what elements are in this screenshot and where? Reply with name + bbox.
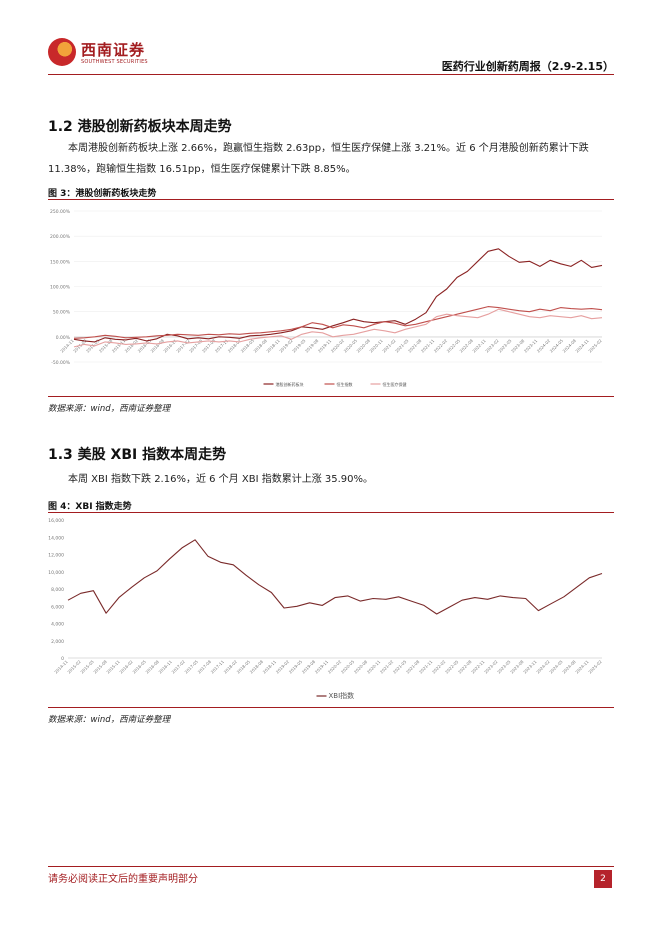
paragraph-text: 本周 XBI 指数下跌 2.16%，近 6 个月 XBI 指数累计上涨 35.9…: [68, 474, 374, 485]
logo-chinese-name: 西南证券: [81, 41, 146, 59]
series-line-0: [73, 248, 603, 343]
y-tick-label: 150.00%: [50, 259, 71, 265]
hk-innovative-drug-chart: 250.00% 200.00% 150.00% 100.00% 50.00% 0.00% -…: [50, 209, 603, 387]
x-tick-label: 2025-02: [587, 659, 603, 675]
company-logo: 西南证券 SOUTHWEST SECURITIES: [48, 36, 168, 72]
figure-bottom-rule: [48, 707, 614, 708]
xbi-index-chart: 16,000 14,000 12,000 10,000 8,000 6,000 4,000 2…: [48, 518, 603, 700]
footer-divider: [48, 866, 614, 867]
y-tick-label: 10,000: [48, 570, 64, 576]
series-line-2: [73, 308, 603, 348]
y-tick-label: 250.00%: [50, 209, 71, 215]
x-tick-label: 2025-02: [587, 338, 603, 354]
figure-bottom-rule: [48, 396, 614, 397]
y-tick-label: 6,000: [51, 604, 64, 610]
section-title-xbi: 1.3 美股 XBI 指数本周走势: [48, 447, 227, 463]
y-tick-label: 2,000: [51, 639, 64, 645]
footer-disclaimer: 请务必阅读正文后的重要声明部分: [48, 874, 198, 885]
legend-label: 恒生医疗保健: [383, 381, 407, 387]
y-tick-label: 8,000: [51, 587, 64, 593]
section-paragraph-hk: 本周港股创新药板块上涨 2.66%，跑赢恒生指数 2.63pp，恒生医疗保健上涨…: [48, 138, 614, 180]
section-title-hk-innovative-drugs: 1.2 港股创新药板块本周走势: [48, 119, 232, 135]
section-paragraph-xbi: 本周 XBI 指数下跌 2.16%，近 6 个月 XBI 指数累计上涨 35.9…: [48, 469, 614, 490]
logo-emblem-icon: [48, 38, 76, 66]
y-tick-label: 0: [61, 656, 64, 662]
y-tick-label: 16,000: [48, 518, 64, 524]
figure-top-rule: [48, 199, 614, 200]
series-line-1: [73, 306, 603, 339]
y-tick-label: 4,000: [51, 622, 64, 628]
series-line-0: [67, 539, 603, 615]
figure-title-4: 图 4：XBI 指数走势: [48, 502, 132, 512]
y-tick-label: 50.00%: [53, 310, 71, 316]
y-tick-label: 100.00%: [50, 285, 71, 291]
legend-label: 港股创新药板块: [276, 381, 304, 387]
y-tick-label: 14,000: [48, 535, 64, 541]
y-tick-label: 0.00%: [56, 335, 71, 341]
logo-english-name: SOUTHWEST SECURITIES: [81, 59, 148, 65]
legend-label: 恒生指数: [337, 381, 353, 387]
page-number: 2: [594, 870, 612, 888]
paragraph-text: 本周港股创新药板块上涨 2.66%，跑赢恒生指数 2.63pp，恒生医疗保健上涨…: [48, 143, 589, 175]
header-divider: [48, 74, 614, 75]
legend-label: XBI指数: [329, 691, 355, 700]
figure-title-3: 图 3：港股创新药板块走势: [48, 189, 157, 199]
figure-top-rule: [48, 512, 614, 513]
y-tick-label: 12,000: [48, 553, 64, 559]
report-title: 医药行业创新药周报（2.9-2.15）: [441, 60, 614, 73]
figure-source-4: 数据来源：wind，西南证券整理: [48, 715, 171, 725]
page-header: 西南证券 SOUTHWEST SECURITIES 医药行业创新药周报（2.9-…: [0, 0, 662, 80]
y-tick-label: 200.00%: [50, 234, 71, 240]
y-tick-label: -50.00%: [51, 360, 71, 366]
figure-source-3: 数据来源：wind，西南证券整理: [48, 404, 171, 414]
